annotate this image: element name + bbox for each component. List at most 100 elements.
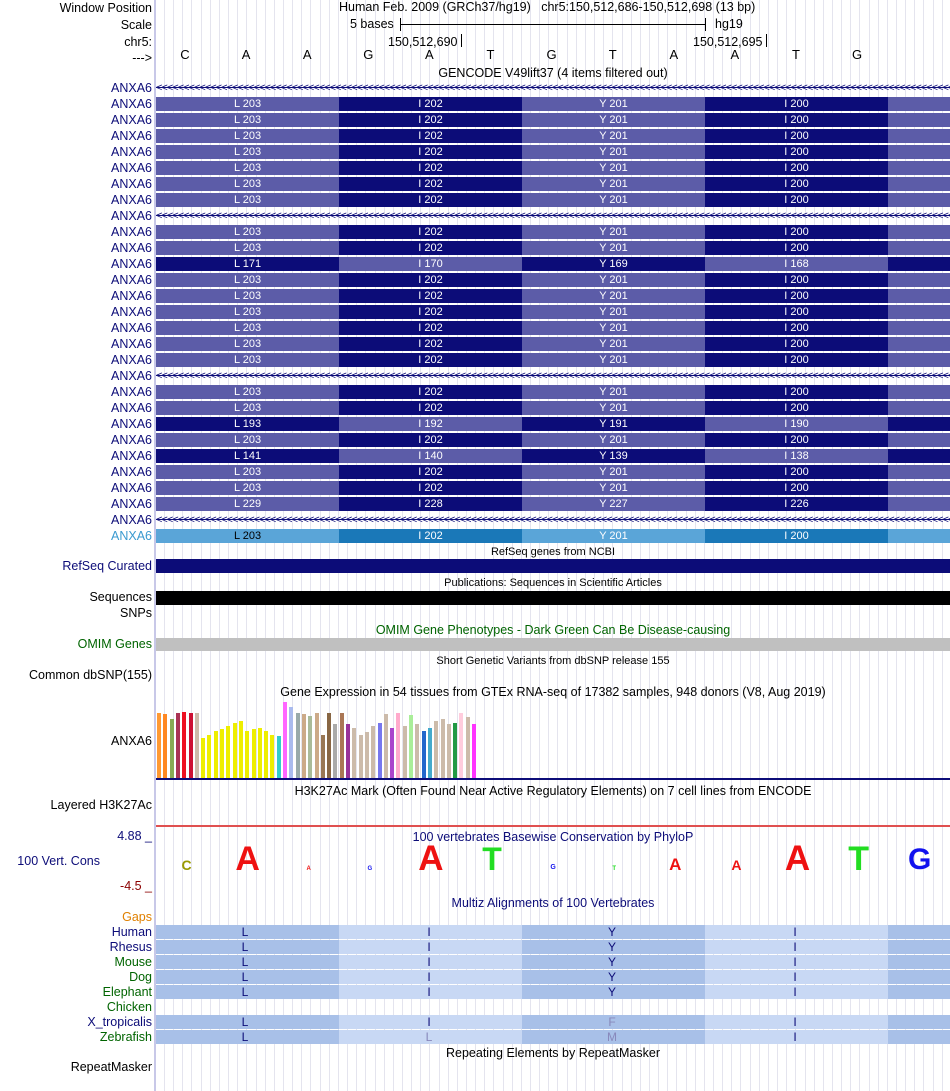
- exon-segment[interactable]: [888, 225, 950, 239]
- exon-segment[interactable]: [888, 465, 950, 479]
- exon-segment[interactable]: Y 201: [522, 193, 705, 207]
- alignment-block[interactable]: [156, 955, 339, 969]
- gtex-bar[interactable]: [283, 702, 287, 778]
- exon-segment[interactable]: I 200: [705, 145, 888, 159]
- exon-segment[interactable]: [888, 353, 950, 367]
- gene-label[interactable]: ANXA6: [111, 161, 152, 175]
- alignment-block[interactable]: [339, 940, 522, 954]
- repeatmasker-track-label[interactable]: RepeatMasker: [70, 1060, 152, 1074]
- exon-segment[interactable]: L 203: [156, 337, 339, 351]
- gtex-bar[interactable]: [276, 736, 281, 778]
- exon-segment[interactable]: L 203: [156, 193, 339, 207]
- exon-segment[interactable]: Y 201: [522, 353, 705, 367]
- alignment-block[interactable]: [705, 985, 888, 999]
- exon-segment[interactable]: Y 201: [522, 273, 705, 287]
- exon-segment[interactable]: L 203: [156, 289, 339, 303]
- exon-segment[interactable]: I 200: [705, 97, 888, 111]
- exon-segment[interactable]: Y 201: [522, 145, 705, 159]
- alignment-block[interactable]: [888, 940, 950, 954]
- exon-segment[interactable]: Y 139: [522, 449, 705, 463]
- gtex-bar[interactable]: [396, 713, 401, 778]
- species-label[interactable]: Zebrafish: [99, 1030, 152, 1044]
- exon-segment[interactable]: I 202: [339, 337, 522, 351]
- alignment-block[interactable]: [522, 925, 705, 939]
- exon-segment[interactable]: [888, 177, 950, 191]
- exon-segment[interactable]: [888, 289, 950, 303]
- exon-segment[interactable]: Y 201: [522, 225, 705, 239]
- exon-segment[interactable]: I 202: [339, 289, 522, 303]
- exon-segment[interactable]: [888, 113, 950, 127]
- gtex-bar[interactable]: [270, 735, 275, 778]
- exon-segment[interactable]: Y 201: [522, 129, 705, 143]
- alignment-block[interactable]: [888, 955, 950, 969]
- gtex-bar[interactable]: [333, 724, 338, 778]
- alignment-block[interactable]: [339, 970, 522, 984]
- alignment-block[interactable]: [339, 955, 522, 969]
- exon-segment[interactable]: I 202: [339, 225, 522, 239]
- exon-segment[interactable]: [888, 273, 950, 287]
- conservation-letter[interactable]: T: [482, 841, 502, 877]
- gtex-bar[interactable]: [295, 713, 300, 778]
- exon-segment[interactable]: [888, 529, 950, 543]
- exon-segment[interactable]: I 202: [339, 529, 522, 543]
- exon-segment[interactable]: [888, 417, 950, 431]
- gene-label[interactable]: ANXA6: [111, 81, 152, 95]
- gtex-bar[interactable]: [308, 716, 313, 778]
- alignment-block[interactable]: [888, 1030, 950, 1044]
- exon-segment[interactable]: I 202: [339, 113, 522, 127]
- species-label[interactable]: X_tropicalis: [87, 1015, 152, 1029]
- gene-label[interactable]: ANXA6: [111, 337, 152, 351]
- track-data-area[interactable]: Human Feb. 2009 (GRCh37/hg19) chr5:150,5…: [156, 0, 950, 1091]
- alignment-block[interactable]: [339, 985, 522, 999]
- sequences-track-label[interactable]: Sequences: [89, 590, 152, 604]
- gtex-bar[interactable]: [264, 731, 269, 778]
- exon-segment[interactable]: [888, 305, 950, 319]
- gene-label[interactable]: ANXA6: [111, 401, 152, 415]
- alignment-block[interactable]: [705, 1015, 888, 1029]
- gtex-title[interactable]: Gene Expression in 54 tissues from GTEx …: [280, 685, 826, 699]
- exon-segment[interactable]: I 192: [339, 417, 522, 431]
- refseq-track-label[interactable]: RefSeq Curated: [62, 559, 152, 573]
- exon-segment[interactable]: I 202: [339, 305, 522, 319]
- gtex-bar[interactable]: [472, 724, 476, 778]
- gene-label[interactable]: ANXA6: [111, 257, 152, 271]
- alignment-block[interactable]: [522, 985, 705, 999]
- alignment-block[interactable]: [705, 925, 888, 939]
- alignment-block[interactable]: [156, 1015, 339, 1029]
- exon-segment[interactable]: L 203: [156, 465, 339, 479]
- exon-segment[interactable]: I 202: [339, 161, 522, 175]
- exon-segment[interactable]: I 138: [705, 449, 888, 463]
- conservation-letter[interactable]: G: [550, 864, 556, 871]
- species-label[interactable]: Dog: [129, 970, 152, 984]
- exon-segment[interactable]: I 200: [705, 289, 888, 303]
- exon-segment[interactable]: I 228: [339, 497, 522, 511]
- exon-segment[interactable]: I 202: [339, 177, 522, 191]
- exon-segment[interactable]: [888, 433, 950, 447]
- intron-line[interactable]: <<<<<<<<<<<<<<<<<<<<<<<<<<<<<<<<<<<<<<<<…: [156, 369, 950, 383]
- exon-segment[interactable]: [888, 241, 950, 255]
- exon-segment[interactable]: Y 201: [522, 321, 705, 335]
- alignment-block[interactable]: [156, 985, 339, 999]
- exon-segment[interactable]: L 203: [156, 321, 339, 335]
- exon-segment[interactable]: [888, 449, 950, 463]
- exon-segment[interactable]: I 200: [705, 241, 888, 255]
- exon-segment[interactable]: I 202: [339, 353, 522, 367]
- gene-label[interactable]: ANXA6: [111, 305, 152, 319]
- gene-label[interactable]: ANXA6: [111, 289, 152, 303]
- gene-label[interactable]: ANXA6: [111, 97, 152, 111]
- exon-segment[interactable]: Y 201: [522, 401, 705, 415]
- h3k27ac-track-label[interactable]: Layered H3K27Ac: [50, 798, 152, 812]
- alignment-block[interactable]: [339, 925, 522, 939]
- species-label[interactable]: Mouse: [114, 955, 152, 969]
- conservation-letter[interactable]: C: [181, 857, 192, 873]
- gene-label[interactable]: ANXA6: [111, 465, 152, 479]
- gtex-bar[interactable]: [169, 719, 174, 778]
- phylop-track-label[interactable]: 100 Vert. Cons: [17, 854, 100, 868]
- exon-segment[interactable]: I 200: [705, 465, 888, 479]
- alignment-block[interactable]: [705, 1030, 888, 1044]
- gtex-bar[interactable]: [421, 731, 426, 778]
- alignment-block[interactable]: [156, 940, 339, 954]
- intron-line[interactable]: <<<<<<<<<<<<<<<<<<<<<<<<<<<<<<<<<<<<<<<<…: [156, 209, 950, 223]
- gtex-bar[interactable]: [314, 713, 319, 778]
- gene-label[interactable]: ANXA6: [111, 113, 152, 127]
